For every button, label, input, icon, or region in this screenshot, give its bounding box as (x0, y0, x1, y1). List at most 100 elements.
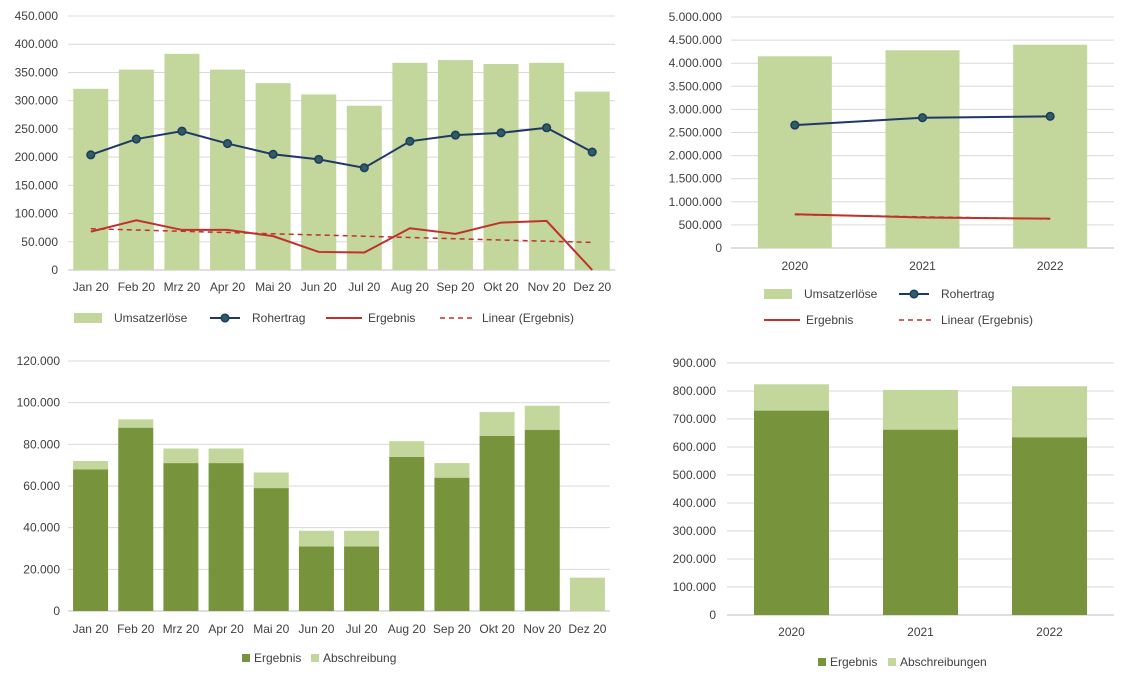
bar-ergebnis (1012, 437, 1087, 615)
x-tick-label: Nov 20 (523, 622, 561, 636)
y-tick-label: 450.000 (15, 9, 59, 23)
x-tick-label: Dez 20 (568, 622, 606, 636)
x-tick-label: 2021 (907, 625, 934, 639)
y-tick-label: 2.000.000 (669, 149, 723, 163)
y-tick-label: 200.000 (673, 552, 717, 566)
x-tick-label: 2020 (781, 259, 808, 273)
y-tick-label: 5.000.000 (669, 10, 723, 24)
bar-umsatzerloese (118, 69, 154, 270)
y-tick-label: 600.000 (673, 440, 717, 454)
point-rohertrag (268, 149, 278, 159)
x-tick-label: Mai 20 (253, 622, 289, 636)
bar-umsatzerloese (210, 69, 246, 270)
point-rohertrag (1045, 111, 1055, 121)
bar-abschreibung (118, 419, 154, 428)
y-tick-label: 2.500.000 (669, 126, 723, 140)
x-tick-label: Dez 20 (573, 280, 611, 294)
bar-ergebnis (118, 427, 154, 611)
point-rohertrag (359, 163, 369, 173)
x-tick-label: Apr 20 (208, 622, 244, 636)
x-tick-label: Feb 20 (118, 280, 156, 294)
legend-marker-rohertrag (220, 313, 230, 323)
x-tick-label: Aug 20 (388, 622, 426, 636)
legend-swatch-ergebnis (242, 654, 250, 662)
point-rohertrag (587, 147, 597, 157)
legend-label: Linear (Ergebnis) (482, 311, 574, 325)
bar-abschreibungen (883, 389, 958, 430)
x-tick-label: Jul 20 (348, 280, 380, 294)
x-tick-label: Mai 20 (255, 280, 291, 294)
yearly-revenue-chart: 0 500.000 1.000.000 1.500.000 2.000.000 2.500… (669, 10, 1114, 327)
bar-abschreibung (253, 472, 289, 489)
series-line-linear-ergebnis (794, 213, 1051, 220)
bar-ergebnis (344, 546, 380, 611)
x-tick-label: 2020 (778, 625, 805, 639)
bar-abschreibung (73, 461, 109, 470)
legend-swatch-ergebnis (818, 658, 826, 666)
bar-umsatzerloese (164, 53, 200, 270)
point-rohertrag (314, 154, 324, 164)
y-tick-label: 500.000 (679, 218, 723, 232)
y-tick-label: 900.000 (673, 356, 717, 370)
legend-swatch-abschreibung (311, 654, 319, 662)
x-tick-label: Sep 20 (436, 280, 474, 294)
y-tick-label: 50.000 (21, 235, 58, 249)
legend-label: Umsatzerlöse (114, 311, 188, 325)
bar-abschreibung (569, 577, 605, 611)
bar-ergebnis (298, 546, 334, 611)
x-tick-label: Apr 20 (210, 280, 246, 294)
series-line-ergebnis (90, 219, 593, 271)
bar-umsatzerloese (392, 62, 428, 270)
x-tick-label: Jul 20 (346, 622, 378, 636)
x-tick-label: Okt 20 (479, 622, 515, 636)
legend-label: Ergebnis (830, 655, 877, 669)
x-tick-label: 2022 (1037, 259, 1064, 273)
bar-abschreibung (163, 448, 199, 464)
x-tick-label: Nov 20 (528, 280, 566, 294)
legend-label: Abschreibungen (900, 655, 987, 669)
y-tick-label: 1.000.000 (669, 195, 723, 209)
series-line-rohertrag (90, 126, 593, 169)
legend-swatch-umsatzerloese (74, 313, 102, 323)
y-tick-label: 4.000.000 (669, 56, 723, 70)
y-tick-label: 0 (715, 241, 722, 255)
x-tick-label: Sep 20 (433, 622, 471, 636)
y-tick-label: 700.000 (673, 412, 717, 426)
legend-label: Ergebnis (368, 311, 415, 325)
y-tick-label: 300.000 (15, 94, 59, 108)
y-tick-label: 100.000 (15, 207, 59, 221)
bar-umsatzerloese (437, 60, 473, 270)
point-rohertrag (917, 113, 928, 123)
point-rohertrag (405, 136, 415, 146)
y-tick-label: 300.000 (673, 524, 717, 538)
y-tick-label: 250.000 (15, 122, 59, 136)
legend-label: Abschreibung (323, 651, 396, 665)
y-tick-label: 20.000 (23, 562, 60, 576)
bar-umsatzerloese (301, 94, 337, 270)
bar-ergebnis (883, 429, 958, 615)
y-tick-label: 150.000 (15, 178, 59, 192)
y-tick-label: 60.000 (23, 479, 60, 493)
yearly-result-chart: 0 100.000 200.000 300.000 400.000 500.000 600.… (673, 356, 1114, 669)
bar-umsatzerloese (574, 91, 610, 270)
y-tick-label: 100.000 (17, 396, 61, 410)
x-tick-label: 2022 (1036, 625, 1063, 639)
legend-swatch-umsatzerloese (764, 289, 792, 299)
x-tick-label: Mrz 20 (164, 280, 201, 294)
y-tick-label: 40.000 (23, 521, 60, 535)
bar-abschreibung (389, 441, 425, 457)
legend-label: Umsatzerlöse (804, 287, 878, 301)
point-rohertrag (131, 134, 141, 144)
x-tick-label: Mrz 20 (163, 622, 200, 636)
bar-abschreibungen (1012, 386, 1087, 438)
y-tick-label: 0 (53, 604, 60, 618)
monthly-revenue-chart: 0 50.000 100.000 150.000 200.000 250.000 300.0… (15, 9, 615, 325)
x-tick-label: Jan 20 (73, 280, 109, 294)
y-tick-label: 400.000 (15, 37, 59, 51)
point-rohertrag (450, 130, 461, 140)
bar-abschreibung (344, 530, 380, 547)
point-rohertrag (86, 150, 96, 160)
y-tick-label: 0 (709, 608, 716, 622)
x-tick-label: Feb 20 (117, 622, 155, 636)
